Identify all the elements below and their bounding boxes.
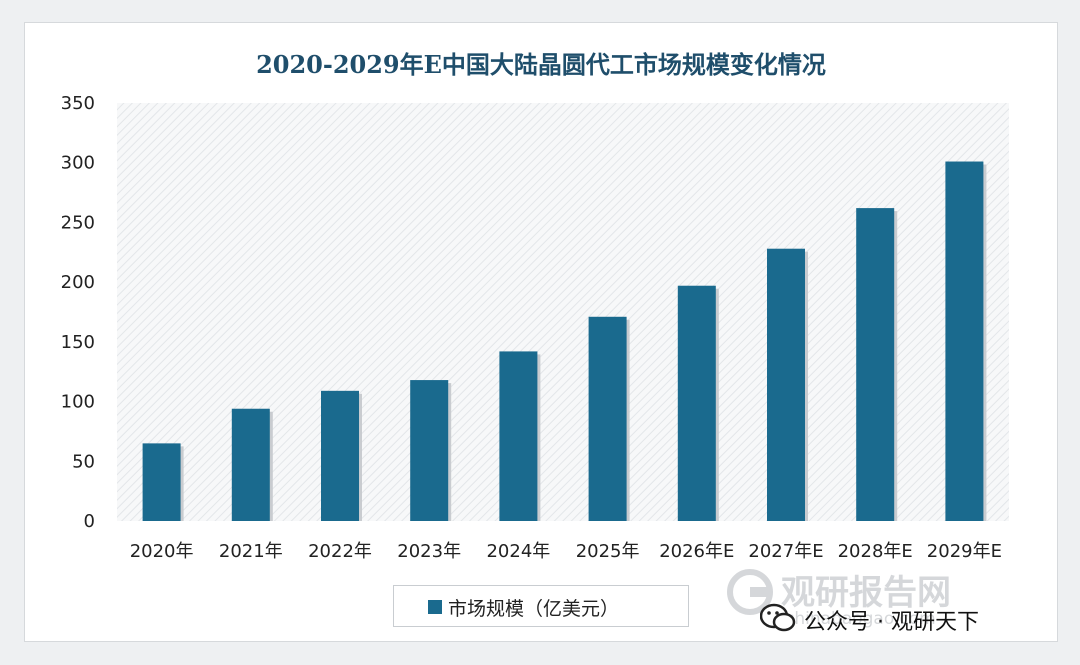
bar — [677, 285, 716, 521]
bar-chart: 0 50 100 150 200 250 300 350 2020年 2021年 2022年 202… — [61, 93, 1009, 562]
x-tick-label: 2025年 — [576, 541, 640, 562]
watermark-logo-icon — [727, 569, 773, 615]
bar — [856, 208, 895, 521]
legend: 市场规模（亿美元） — [393, 585, 689, 627]
bar — [945, 161, 984, 521]
y-tick-label: 50 — [72, 451, 95, 472]
bar — [588, 316, 627, 521]
bar — [767, 248, 805, 521]
y-tick-label: 250 — [61, 212, 95, 233]
chart-title: 2020-2029年E中国大陆晶圆代工市场规模变化情况 — [256, 50, 826, 79]
bar — [142, 443, 181, 521]
chart-card: 2020-2029年E中国大陆晶圆代工市场规模变化情况 0 50 100 150 200… — [24, 22, 1058, 642]
watermark: 观研报告网 chinabaogao.com — [725, 563, 1025, 633]
y-tick-label: 0 — [84, 511, 95, 532]
x-tick-label: 2028年E — [838, 541, 913, 562]
bar — [410, 380, 449, 521]
wechat-badge: 公众号 · 观研天下 — [760, 596, 1060, 642]
watermark-url: chinabaogao.com — [785, 609, 936, 629]
bar — [499, 351, 538, 521]
x-tick-label: 2022年 — [308, 541, 372, 562]
bar — [231, 408, 270, 521]
y-tick-label: 200 — [61, 272, 95, 293]
y-tick-label: 350 — [61, 93, 95, 114]
x-tick-label: 2029年E — [927, 541, 1002, 562]
x-tick-label: 2026年E — [659, 541, 734, 562]
x-tick-label: 2021年 — [219, 541, 283, 562]
x-tick-label: 2024年 — [486, 541, 550, 562]
x-tick-label: 2023年 — [397, 541, 461, 562]
y-tick-label: 300 — [61, 153, 95, 174]
bar — [321, 390, 359, 521]
wechat-icon — [760, 603, 796, 632]
x-tick-label: 2020年 — [130, 541, 194, 562]
y-tick-label: 150 — [61, 332, 95, 353]
wechat-badge-text: 公众号 · 观研天下 — [804, 610, 979, 635]
legend-swatch — [428, 600, 442, 614]
legend-label: 市场规模（亿美元） — [448, 598, 620, 620]
watermark-brand: 观研报告网 — [781, 573, 951, 613]
y-tick-label: 100 — [61, 392, 95, 413]
x-tick-label: 2027年E — [748, 541, 823, 562]
